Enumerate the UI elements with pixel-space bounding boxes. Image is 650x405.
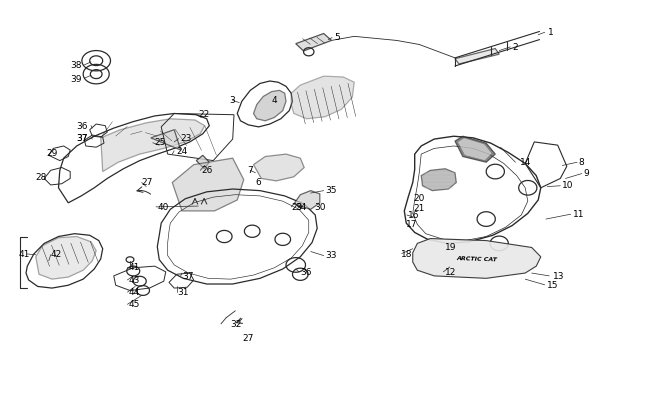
Polygon shape xyxy=(254,155,304,181)
Polygon shape xyxy=(296,34,332,52)
Text: 19: 19 xyxy=(445,243,457,252)
Text: 5: 5 xyxy=(334,33,340,42)
Text: 9: 9 xyxy=(583,169,589,178)
Text: 33: 33 xyxy=(325,251,337,260)
Polygon shape xyxy=(172,159,244,211)
Text: 14: 14 xyxy=(520,158,532,166)
Polygon shape xyxy=(291,77,354,119)
Polygon shape xyxy=(151,130,181,151)
Text: 24: 24 xyxy=(177,146,188,155)
Text: 34: 34 xyxy=(296,202,307,211)
Text: 36: 36 xyxy=(300,267,312,276)
Text: 8: 8 xyxy=(578,158,584,166)
Text: 26: 26 xyxy=(202,166,213,175)
Text: 37: 37 xyxy=(182,271,194,280)
Text: 38: 38 xyxy=(70,61,82,70)
Text: 28: 28 xyxy=(36,173,47,182)
Polygon shape xyxy=(421,169,456,191)
Text: 18: 18 xyxy=(401,249,413,258)
Text: 23: 23 xyxy=(181,134,192,143)
Text: 45: 45 xyxy=(129,299,140,308)
Text: 40: 40 xyxy=(157,203,168,212)
Text: 41: 41 xyxy=(18,250,30,259)
Text: 10: 10 xyxy=(562,181,574,190)
Text: 29: 29 xyxy=(291,202,302,211)
Text: 12: 12 xyxy=(445,267,457,276)
Text: 20: 20 xyxy=(413,194,425,203)
Text: 37: 37 xyxy=(77,133,88,142)
Text: 3: 3 xyxy=(229,96,235,105)
Polygon shape xyxy=(458,139,492,161)
Text: 37: 37 xyxy=(77,134,88,143)
Text: 21: 21 xyxy=(413,203,425,212)
Polygon shape xyxy=(455,49,499,65)
Text: 2: 2 xyxy=(512,43,518,51)
Text: 22: 22 xyxy=(198,110,209,119)
Text: 7: 7 xyxy=(247,166,253,175)
Polygon shape xyxy=(254,91,286,122)
Polygon shape xyxy=(36,237,96,279)
Text: 36: 36 xyxy=(77,122,88,131)
Text: 27: 27 xyxy=(242,333,254,342)
Text: 32: 32 xyxy=(231,320,242,328)
Text: ARCTIC CAT: ARCTIC CAT xyxy=(456,255,497,262)
Text: 30: 30 xyxy=(315,202,326,211)
Text: 25: 25 xyxy=(155,138,166,147)
Text: 27: 27 xyxy=(142,178,153,187)
Text: 11: 11 xyxy=(573,209,585,218)
Text: 43: 43 xyxy=(129,275,140,284)
Polygon shape xyxy=(101,119,205,172)
Text: 6: 6 xyxy=(255,178,261,187)
Polygon shape xyxy=(294,191,320,210)
Text: 41: 41 xyxy=(129,263,140,272)
Text: 39: 39 xyxy=(70,75,82,83)
Text: 35: 35 xyxy=(325,186,337,195)
Polygon shape xyxy=(455,137,495,163)
Text: 17: 17 xyxy=(406,220,418,228)
Text: 13: 13 xyxy=(552,271,564,280)
Text: 4: 4 xyxy=(272,96,278,105)
Polygon shape xyxy=(413,239,541,279)
Polygon shape xyxy=(196,156,209,169)
Text: 42: 42 xyxy=(51,250,62,259)
Text: 15: 15 xyxy=(547,280,559,289)
Text: 31: 31 xyxy=(177,287,188,296)
Text: 1: 1 xyxy=(548,28,554,37)
Text: 44: 44 xyxy=(129,287,140,296)
Text: 16: 16 xyxy=(408,210,420,219)
Text: 29: 29 xyxy=(47,149,58,158)
